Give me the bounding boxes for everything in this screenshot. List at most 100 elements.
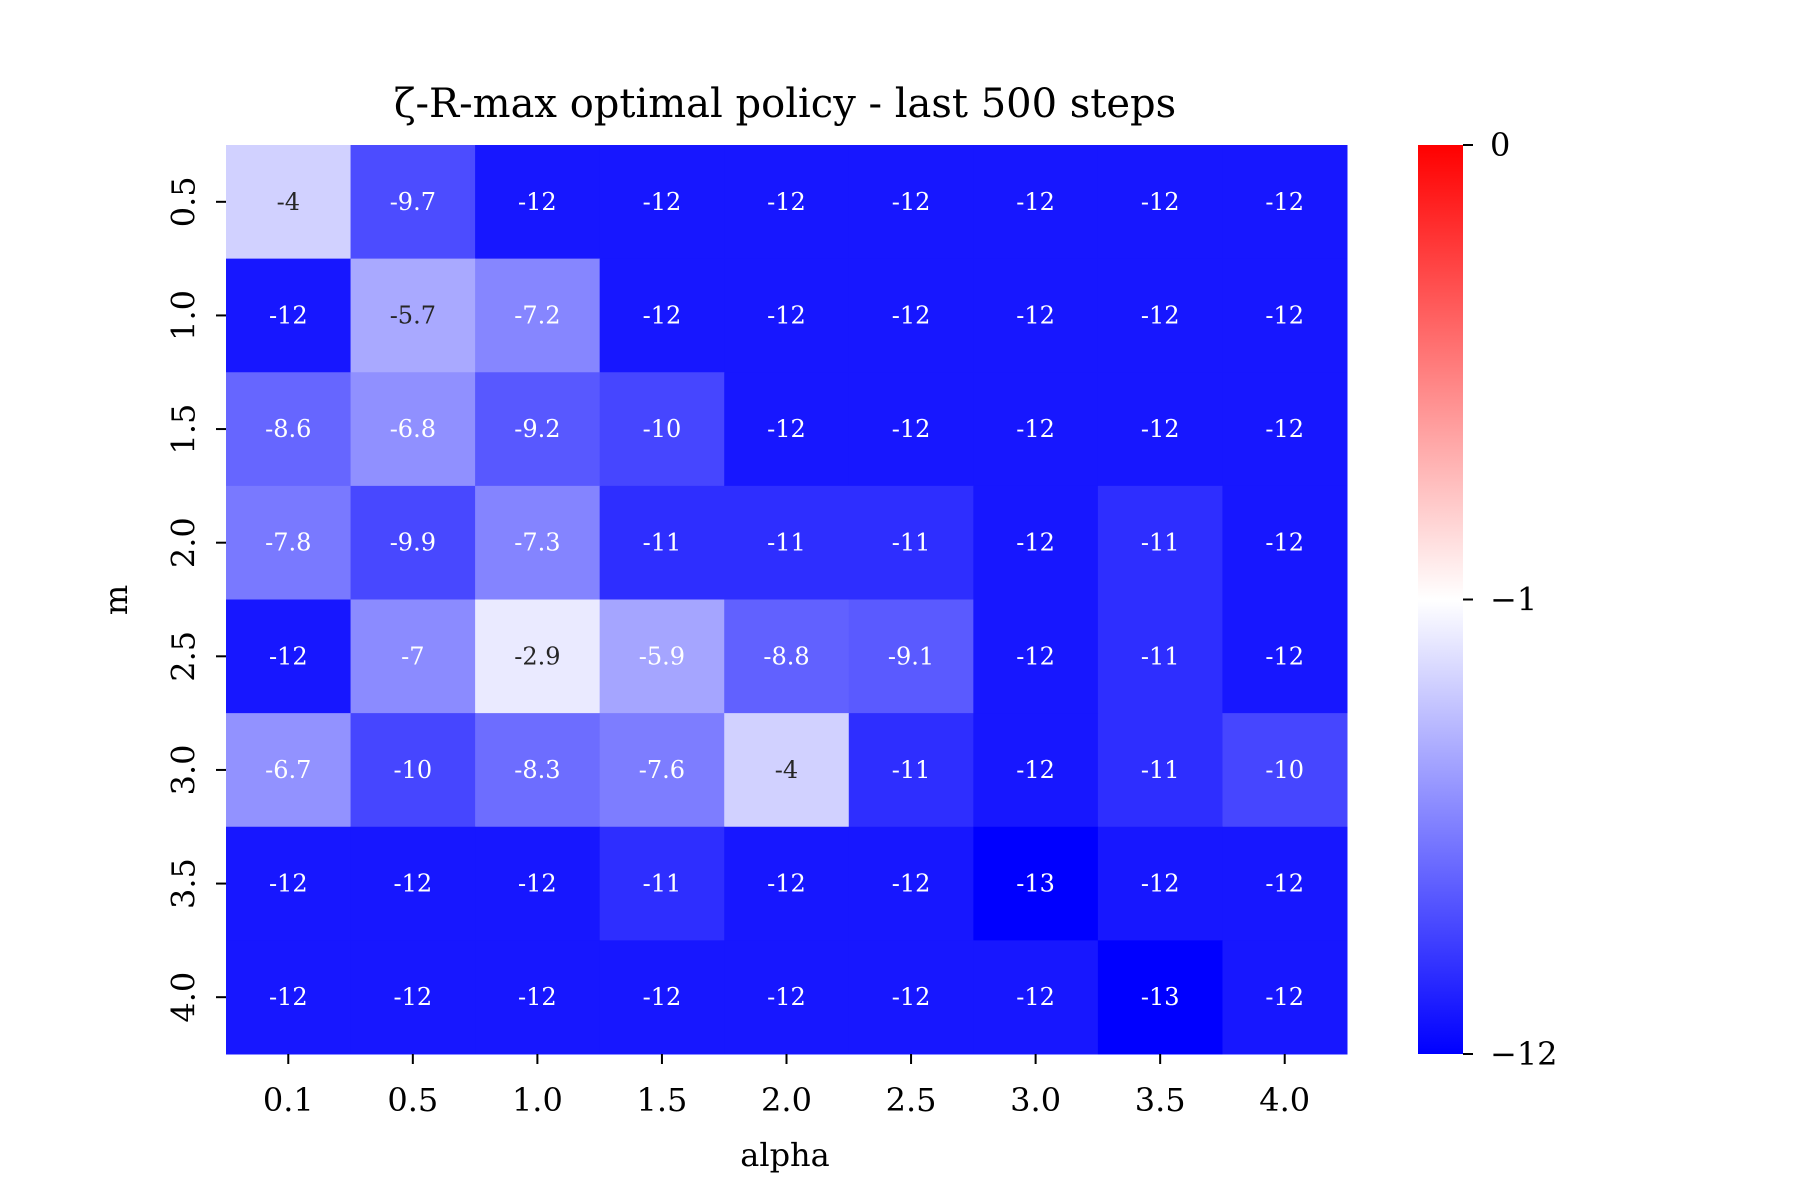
- x-tick-label: 3.0: [1010, 1081, 1061, 1119]
- cell-value-label: -6.8: [390, 415, 436, 443]
- heatmap-cell: [848, 145, 974, 260]
- cell-value-label: -12: [1265, 301, 1304, 329]
- heatmap-cell: [226, 485, 352, 600]
- cell-value-label: -12: [892, 188, 931, 216]
- cell-value-label: -12: [643, 983, 682, 1011]
- cell-value-label: -11: [892, 529, 931, 557]
- cell-value-label: -7: [401, 642, 424, 670]
- y-axis-ticks: 0.5 1.0 1.5 2.0 2.5 3.0 3.5 4.0: [165, 176, 226, 1023]
- heatmap-cell: [475, 713, 601, 828]
- cell-value-label: -10: [394, 756, 433, 784]
- cell-value-label: -7.6: [639, 756, 685, 784]
- cell-value-label: -12: [1016, 756, 1055, 784]
- cell-value-label: -12: [518, 983, 557, 1011]
- heatmap-cell: [599, 599, 725, 714]
- heatmap-cell: [1222, 145, 1348, 260]
- y-tick-label: 2.5: [165, 631, 203, 682]
- cell-value-label: -12: [767, 301, 806, 329]
- heatmap-cell: [226, 599, 352, 714]
- cell-value-label: -12: [892, 983, 931, 1011]
- heatmap-cell: [1097, 713, 1223, 828]
- heatmap-cell: [973, 145, 1099, 260]
- x-tick-label: 2.5: [886, 1081, 937, 1119]
- heatmap-cell: [848, 372, 974, 487]
- y-tick-label: 2.0: [165, 517, 203, 568]
- x-axis-label: alpha: [740, 1136, 829, 1174]
- cell-value-label: -4: [775, 756, 798, 784]
- cell-value-label: -7.3: [514, 529, 560, 557]
- heatmap-cell: [848, 940, 974, 1055]
- colorbar-tick-label: 0: [1490, 126, 1510, 164]
- y-tick-label: 4.0: [165, 972, 203, 1023]
- heatmap-cell: [599, 826, 725, 941]
- x-tick-label: 4.0: [1259, 1081, 1310, 1119]
- heatmap-cell: [848, 485, 974, 600]
- heatmap-cell: [724, 826, 850, 941]
- heatmap-cell: [848, 258, 974, 373]
- cell-value-label: -9.9: [390, 529, 436, 557]
- heatmap-cell: [226, 826, 352, 941]
- cell-value-label: -13: [1141, 983, 1180, 1011]
- colorbar: [1418, 145, 1463, 1054]
- heatmap-cell: [1222, 826, 1348, 941]
- heatmap-cell: [475, 258, 601, 373]
- cell-value-label: -2.9: [514, 642, 560, 670]
- heatmap-cell: [475, 485, 601, 600]
- cell-value-label: -11: [767, 529, 806, 557]
- cell-value-label: -12: [1016, 415, 1055, 443]
- heatmap-cell: [973, 940, 1099, 1055]
- cell-value-label: -11: [1141, 529, 1180, 557]
- cell-value-label: -11: [643, 870, 682, 898]
- chart-title: ζ-R-max optimal policy - last 500 steps: [394, 81, 1176, 127]
- heatmap-cell: [724, 485, 850, 600]
- heatmap-cell: [724, 258, 850, 373]
- colorbar-tick-label: −12: [1490, 1035, 1558, 1073]
- heatmap-cell: [350, 145, 476, 260]
- cell-value-label: -12: [1265, 983, 1304, 1011]
- cell-value-label: -12: [518, 188, 557, 216]
- cell-value-label: -12: [767, 415, 806, 443]
- y-tick-label: 3.0: [165, 744, 203, 795]
- y-tick-label: 1.5: [165, 404, 203, 455]
- heatmap-cell: [350, 940, 476, 1055]
- cell-value-label: -12: [394, 983, 433, 1011]
- heatmap-cell: [848, 713, 974, 828]
- cell-value-label: -12: [1141, 870, 1180, 898]
- heatmap-cell: [724, 372, 850, 487]
- heatmap-cell: [973, 372, 1099, 487]
- cell-value-label: -10: [1265, 756, 1304, 784]
- cell-value-label: -9.1: [888, 642, 934, 670]
- heatmap-cell: [724, 940, 850, 1055]
- cell-value-label: -11: [892, 756, 931, 784]
- cell-value-label: -10: [643, 415, 682, 443]
- cell-value-label: -12: [1016, 529, 1055, 557]
- cell-value-label: -12: [892, 301, 931, 329]
- cell-value-label: -12: [643, 188, 682, 216]
- y-tick-label: 0.5: [165, 176, 203, 227]
- cell-value-label: -12: [1265, 642, 1304, 670]
- cell-value-label: -11: [643, 529, 682, 557]
- cell-value-label: -12: [269, 642, 308, 670]
- cell-value-label: -12: [518, 870, 557, 898]
- cell-value-label: -12: [1016, 188, 1055, 216]
- cell-value-label: -8.8: [763, 642, 809, 670]
- heatmap-cell: [1097, 372, 1223, 487]
- cell-value-label: -6.7: [265, 756, 311, 784]
- heatmap-cell: [226, 713, 352, 828]
- heatmap-cell: [599, 258, 725, 373]
- heatmap-cell: [1222, 940, 1348, 1055]
- heatmap-cells: -4 -9.7 -12 -12 -12 -12 -12 -12 -12 -12 -5.7 -7.2 -1…: [226, 145, 1348, 1055]
- x-tick-label: 2.0: [761, 1081, 812, 1119]
- cell-value-label: -4: [277, 188, 300, 216]
- heatmap-cell: [475, 145, 601, 260]
- cell-value-label: -12: [269, 983, 308, 1011]
- heatmap-cell: [350, 485, 476, 600]
- heatmap-cell: [724, 145, 850, 260]
- heatmap-cell: [973, 713, 1099, 828]
- heatmap-cell: [1222, 258, 1348, 373]
- heatmap-cell: [475, 826, 601, 941]
- cell-value-label: -12: [1016, 301, 1055, 329]
- cell-value-label: -12: [1265, 415, 1304, 443]
- x-axis-ticks: 0.1 0.5 1.0 1.5 2.0 2.5 3.0 3.5 4.0: [263, 1054, 1310, 1119]
